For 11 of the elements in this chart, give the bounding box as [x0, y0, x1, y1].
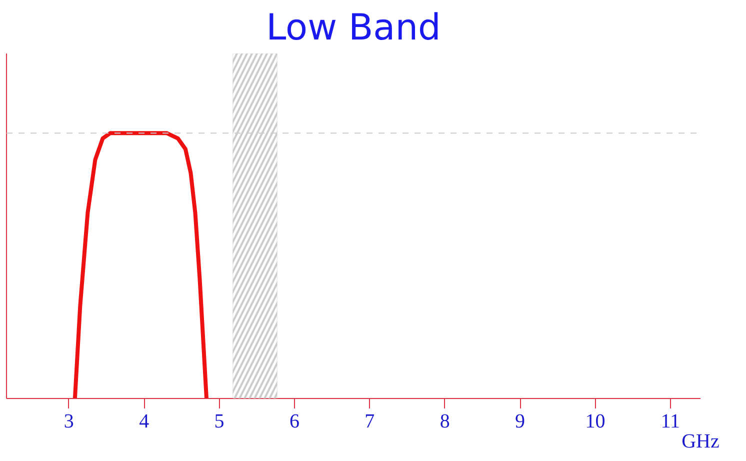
x-tick-label: 8 — [440, 410, 450, 432]
x-tick-label: 5 — [214, 410, 224, 432]
x-tick-label: 6 — [289, 410, 300, 432]
chart-title: Low Band — [266, 8, 441, 48]
x-tick-label: 9 — [515, 410, 526, 432]
x-axis-title: GHz — [682, 430, 720, 452]
x-tick-label: 7 — [364, 410, 375, 432]
x-tick-label: 11 — [660, 410, 680, 432]
x-tick-label: 4 — [139, 410, 150, 432]
x-tick-label: 10 — [585, 410, 606, 432]
x-tick-label: 3 — [64, 410, 74, 432]
